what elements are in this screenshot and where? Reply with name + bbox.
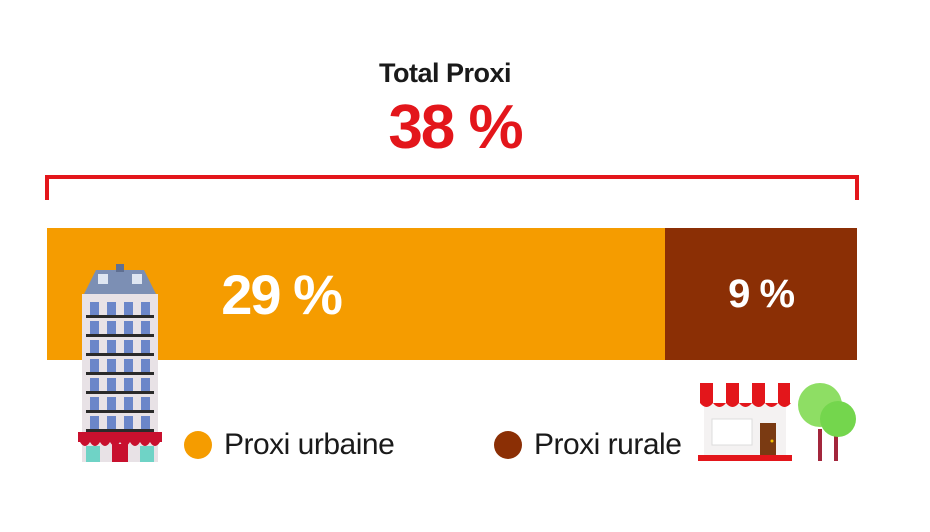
apartment-building-icon <box>78 264 162 462</box>
bar-label-rurale: 9 % <box>728 271 795 316</box>
total-value: 38 % <box>388 93 523 162</box>
total-bracket <box>45 175 859 200</box>
stacked-bar: 29 % 9 % <box>47 228 857 360</box>
storefront-icon <box>698 383 856 461</box>
legend-item-urbaine: Proxi urbaine <box>184 428 395 462</box>
trees-icon <box>798 383 856 461</box>
legend-label-rurale: Proxi rurale <box>534 428 682 461</box>
legend-label-urbaine: Proxi urbaine <box>224 428 395 461</box>
legend-item-rurale: Proxi rurale <box>494 428 682 462</box>
shop-awning <box>700 383 791 407</box>
bar-label-urbaine: 29 % <box>221 262 343 326</box>
chart-title: Total Proxi <box>378 58 512 88</box>
legend-swatch-urbaine <box>184 431 212 459</box>
legend-swatch-rurale <box>494 431 522 459</box>
bar-segment-rurale: 9 % <box>665 228 857 360</box>
